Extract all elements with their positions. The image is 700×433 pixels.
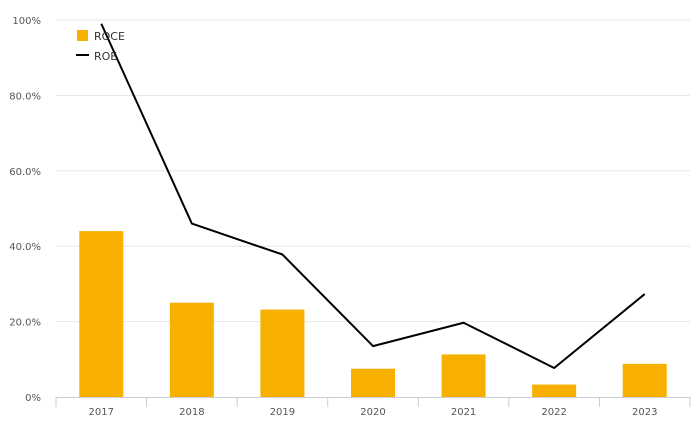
bar-roce-2018 [169,302,214,397]
x-tick-label-2019: 2019 [270,407,295,418]
y-tick-label-0: 0% [25,393,41,404]
legend-swatch-roce [77,30,88,41]
bar-roce-2019 [260,309,305,397]
bar-roce-2023 [622,363,667,397]
x-axis: 2017 2018 2019 2020 2021 2022 2023 [55,397,691,418]
y-axis-ticks: 0% 20.0% 40.0% 60.0% 80.0% 100% [9,16,41,404]
line-roe [100,23,646,369]
gridlines [56,19,690,323]
y-tick-label-4: 80.0% [9,91,41,102]
y-tick-label-3: 60.0% [9,167,41,178]
legend-label-roe: ROE [94,50,117,63]
bar-roce-2020 [351,368,395,397]
y-tick-label-5: 100% [12,16,41,27]
bar-roce-2021 [441,354,486,397]
bar-roce-2022 [532,384,577,397]
x-tick-label-2018: 2018 [179,407,204,418]
bar-roce-2017 [79,231,124,397]
legend: ROCE ROE [76,30,125,63]
x-tick-label-2022: 2022 [541,407,566,418]
x-tick-label-2020: 2020 [360,407,385,418]
y-tick-label-1: 20.0% [9,318,41,329]
y-tick-label-2: 40.0% [9,242,41,253]
legend-label-roce: ROCE [94,30,125,43]
x-tick-label-2021: 2021 [451,407,476,418]
bars-roce [79,231,667,397]
x-tick-label-2017: 2017 [89,407,114,418]
x-tick-label-2023: 2023 [632,407,657,418]
